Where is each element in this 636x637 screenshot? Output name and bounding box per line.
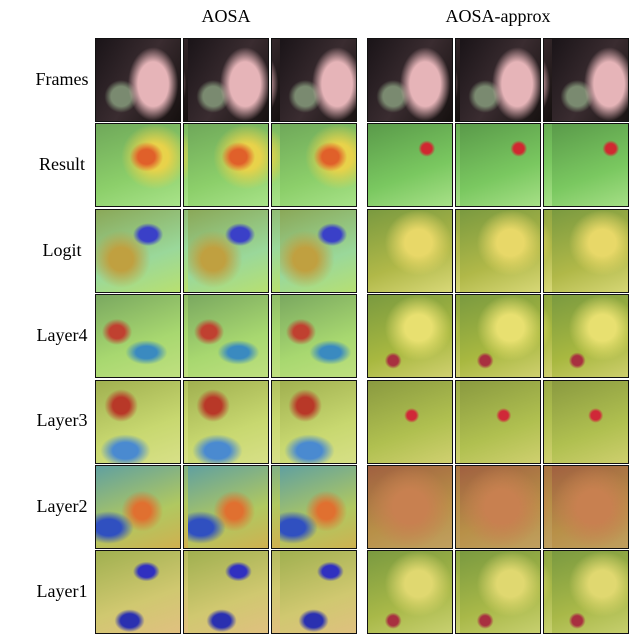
heatmap-image	[543, 550, 629, 634]
heatmap-image	[367, 550, 453, 634]
heatmap-image	[95, 550, 181, 634]
heatmap-image	[95, 465, 181, 549]
heatmap-image	[271, 123, 357, 207]
video-frame	[455, 38, 541, 122]
heatmap-image	[95, 209, 181, 293]
video-frame	[543, 38, 629, 122]
heatmap-image	[183, 465, 269, 549]
heatmap-image	[95, 123, 181, 207]
heatmap-image	[271, 465, 357, 549]
heatmap-image	[455, 209, 541, 293]
heatmap-image	[455, 123, 541, 207]
heatmap-image	[367, 380, 453, 464]
heatmap-image	[543, 209, 629, 293]
heatmap-image	[271, 209, 357, 293]
heatmap-image	[95, 380, 181, 464]
heatmap-image	[367, 465, 453, 549]
heatmap-image	[367, 123, 453, 207]
heatmap-image	[183, 294, 269, 378]
video-frame	[183, 38, 269, 122]
heatmap-image	[367, 294, 453, 378]
heatmap-image	[455, 380, 541, 464]
heatmap-image	[543, 380, 629, 464]
heatmap-image	[183, 209, 269, 293]
video-frame	[367, 38, 453, 122]
heatmap-image	[455, 465, 541, 549]
heatmap-image	[543, 123, 629, 207]
heatmap-image	[271, 380, 357, 464]
heatmap-image	[183, 550, 269, 634]
column-title: AOSA-approx	[366, 6, 630, 27]
heatmap-image	[367, 209, 453, 293]
heatmap-image	[183, 380, 269, 464]
heatmap-image	[271, 294, 357, 378]
heatmap-image	[183, 123, 269, 207]
column-title: AOSA	[94, 6, 358, 27]
video-frame	[95, 38, 181, 122]
figure: AOSA AOSA-approx FramesResultLogitLayer4…	[0, 0, 636, 637]
heatmap-image	[543, 465, 629, 549]
heatmap-image	[271, 550, 357, 634]
heatmap-image	[455, 550, 541, 634]
video-frame	[271, 38, 357, 122]
heatmap-image	[95, 294, 181, 378]
heatmap-image	[543, 294, 629, 378]
heatmap-image	[455, 294, 541, 378]
